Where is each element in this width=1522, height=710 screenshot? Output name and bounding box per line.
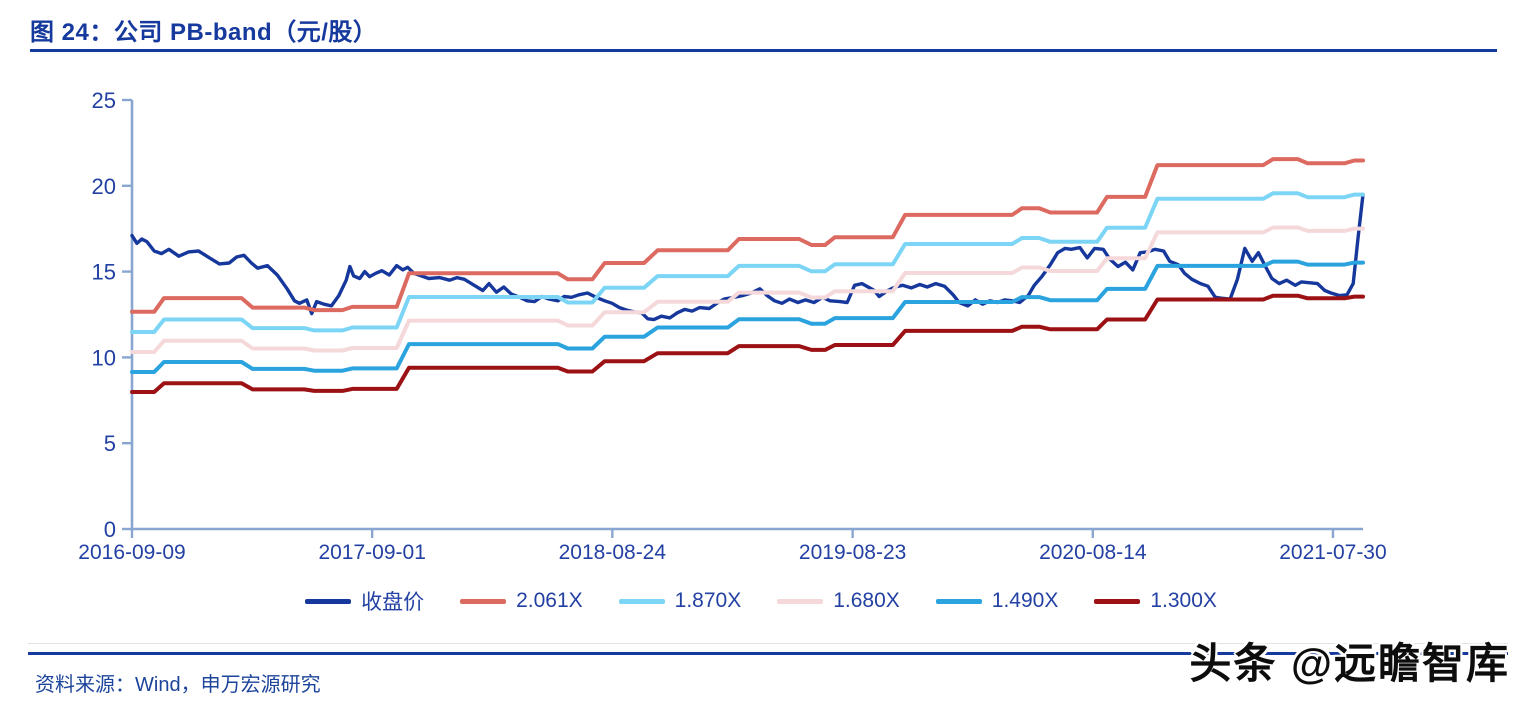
title-underline (30, 49, 1497, 52)
legend-item-1-680x: 1.680X (777, 589, 900, 613)
x-tick-label: 2020-08-14 (1039, 541, 1147, 564)
y-tick-label: 0 (104, 517, 116, 542)
y-tick-label: 25 (92, 88, 116, 113)
band-line-1-300x (130, 293, 1365, 394)
y-tick-label: 5 (104, 431, 116, 456)
legend-swatch (935, 598, 982, 604)
band-line-1-490x (130, 259, 1365, 374)
x-tick-label: 2016-09-09 (78, 541, 185, 564)
legend-item-1-300x: 1.300X (1094, 589, 1217, 613)
x-tick-label: 2018-08-24 (559, 541, 667, 564)
y-tick-label: 10 (92, 345, 116, 370)
chart-legend: 收盘价 2.061X 1.870X 1.680X 1.490X 1.300X (0, 586, 1522, 616)
x-tick-label: 2021-07-30 (1279, 541, 1386, 564)
band-line-1-870x (130, 191, 1365, 334)
footer-divider (28, 652, 1508, 655)
legend-item-1-490x: 1.490X (935, 589, 1059, 613)
legend-swatch (777, 598, 824, 604)
watermark: 头条 @远瞻智库 (1189, 640, 1510, 687)
legend-label: 2.061X (516, 589, 583, 612)
legend-swatch (305, 598, 352, 604)
band-line-1-680x (130, 225, 1365, 354)
x-tick-label: 2019-08-23 (799, 541, 906, 564)
legend-label: 收盘价 (361, 591, 425, 614)
x-tick-label: 2017-09-01 (318, 541, 425, 564)
y-tick-label: 20 (92, 174, 116, 199)
legend-swatch (460, 598, 507, 604)
legend-swatch (618, 598, 665, 604)
page-title: 图 24：公司 PB-band（元/股） (30, 19, 378, 46)
footer-faint-divider (28, 643, 1508, 644)
source-note: 资料来源：Wind，申万宏源研究 (35, 674, 321, 696)
legend-label: 1.680X (833, 589, 900, 612)
legend-label: 1.490X (991, 589, 1059, 612)
legend-label: 1.300X (1150, 589, 1217, 612)
legend-item-2-061x: 2.061X (460, 589, 583, 613)
legend-label: 1.870X (674, 589, 742, 612)
y-tick-label: 15 (92, 260, 116, 285)
legend-item-1-870x: 1.870X (618, 589, 742, 613)
band-line-2-061x (130, 157, 1365, 314)
legend-swatch (1094, 598, 1141, 604)
legend-item-close-price: 收盘价 (305, 586, 424, 616)
